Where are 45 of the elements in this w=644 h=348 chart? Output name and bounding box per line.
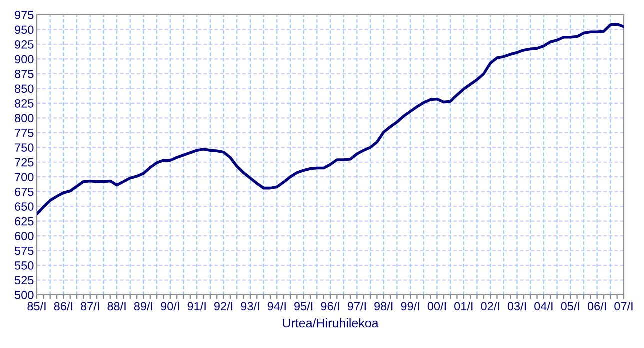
y-tick-label: 900	[15, 55, 34, 64]
x-tick-label: 85/I	[28, 302, 46, 311]
y-tick-label: 575	[15, 246, 34, 256]
x-tick-label: 00/I	[428, 302, 446, 311]
x-tick-label: 99/I	[401, 302, 420, 311]
y-tick-label: 675	[15, 188, 34, 196]
x-tick-label: 93/I	[241, 302, 260, 311]
y-tick-label: 825	[15, 99, 34, 108]
y-tick-label: 725	[15, 158, 34, 167]
y-tick-label: 550	[15, 262, 34, 270]
x-tick-label: 01/I	[454, 302, 473, 311]
x-tick-label: 86/I	[54, 302, 72, 311]
y-tick-label: 750	[15, 144, 34, 152]
y-tick-label: 600	[15, 232, 34, 240]
x-tick-label: 92/I	[214, 302, 233, 311]
x-tick-label: 02/I	[481, 302, 500, 311]
y-tick-label: 800	[15, 114, 34, 123]
x-tick-label: 07/I	[614, 302, 633, 311]
y-tick-label: 925	[15, 40, 34, 49]
y-tick-label: 525	[15, 276, 34, 285]
x-tick-label: 03/I	[508, 302, 526, 311]
x-tick-label: 87/I	[81, 302, 100, 311]
y-tick-label: 700	[15, 173, 34, 182]
x-tick-label: 04/I	[534, 302, 553, 311]
x-tick-label: 98/I	[374, 302, 393, 311]
y-tick-label: 875	[15, 70, 34, 78]
x-tick-label: 95/I	[294, 302, 313, 311]
y-tick-label: 625	[15, 217, 34, 226]
y-tick-label: 650	[15, 202, 34, 211]
x-tick-label: 89/I	[134, 302, 152, 311]
x-tick-label: 91/I	[188, 302, 206, 311]
line-series	[37, 23, 624, 216]
y-tick-label: 775	[15, 129, 34, 138]
x-tick-label: 97/I	[348, 302, 366, 311]
y-tick-label: 850	[15, 84, 34, 94]
x-tick-label: 96/I	[321, 302, 340, 311]
x-tick-label: 90/I	[161, 302, 180, 311]
y-tick-label: 975	[15, 11, 34, 20]
x-tick-label: 05/I	[561, 302, 580, 311]
x-axis-title: Urtea/Hiruhilekoa	[283, 318, 379, 328]
x-tick-label: 06/I	[588, 302, 606, 311]
y-tick-label: 500	[15, 291, 34, 300]
x-tick-label: 94/I	[268, 302, 286, 311]
y-tick-label: 950	[15, 26, 34, 34]
x-tick-label: 88/I	[108, 302, 126, 311]
